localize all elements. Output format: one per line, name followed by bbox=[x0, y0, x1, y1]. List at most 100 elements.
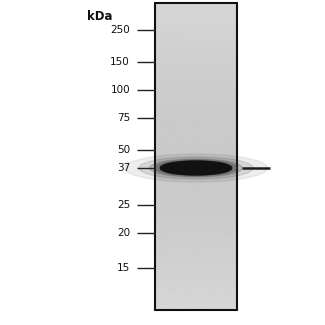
Bar bbox=[155, 189, 237, 191]
Bar bbox=[155, 266, 237, 267]
Bar bbox=[157, 286, 162, 288]
Bar bbox=[173, 138, 178, 139]
Bar bbox=[155, 164, 237, 165]
Bar bbox=[209, 19, 212, 20]
Bar bbox=[169, 289, 172, 290]
Bar bbox=[155, 179, 237, 180]
Bar bbox=[165, 196, 170, 200]
Bar bbox=[155, 109, 237, 110]
Bar bbox=[155, 73, 237, 75]
Bar bbox=[160, 98, 163, 102]
Bar bbox=[225, 232, 230, 234]
Bar bbox=[203, 203, 209, 204]
Bar bbox=[178, 283, 180, 285]
Bar bbox=[176, 246, 181, 248]
Bar bbox=[155, 37, 237, 38]
Bar bbox=[155, 237, 237, 239]
Bar bbox=[155, 92, 237, 94]
Bar bbox=[220, 262, 221, 263]
Bar bbox=[155, 243, 237, 245]
Bar bbox=[164, 276, 167, 279]
Bar bbox=[161, 120, 164, 123]
Bar bbox=[202, 22, 204, 24]
Bar bbox=[182, 215, 184, 216]
Text: 75: 75 bbox=[117, 113, 130, 123]
Bar bbox=[235, 204, 238, 205]
Bar bbox=[195, 306, 197, 307]
Bar bbox=[155, 166, 237, 167]
Bar bbox=[155, 91, 237, 93]
Bar bbox=[155, 275, 237, 277]
Bar bbox=[155, 269, 237, 271]
Bar bbox=[158, 267, 164, 268]
Bar bbox=[170, 180, 175, 183]
Bar bbox=[186, 155, 192, 156]
Bar bbox=[165, 292, 167, 294]
Bar bbox=[155, 125, 237, 126]
Bar bbox=[232, 221, 235, 222]
Bar bbox=[155, 175, 237, 176]
Bar bbox=[220, 258, 224, 259]
Bar bbox=[155, 5, 237, 6]
Bar bbox=[175, 35, 178, 37]
Bar bbox=[202, 76, 207, 79]
Bar bbox=[173, 170, 174, 172]
Bar bbox=[213, 242, 219, 243]
Bar bbox=[193, 84, 197, 86]
Bar bbox=[170, 107, 174, 109]
Bar bbox=[168, 141, 173, 144]
Bar bbox=[155, 162, 237, 164]
Bar bbox=[155, 152, 237, 154]
Bar bbox=[221, 173, 226, 175]
Bar bbox=[155, 9, 237, 11]
Bar bbox=[155, 292, 237, 293]
Bar bbox=[197, 251, 200, 253]
Bar bbox=[155, 281, 237, 283]
Bar bbox=[157, 85, 162, 88]
Bar bbox=[196, 212, 201, 214]
Bar bbox=[155, 75, 237, 76]
Bar bbox=[167, 88, 171, 89]
Bar bbox=[179, 17, 186, 18]
Bar bbox=[155, 59, 237, 61]
Text: 100: 100 bbox=[111, 85, 130, 95]
Bar bbox=[176, 169, 178, 170]
Bar bbox=[155, 224, 237, 226]
Bar bbox=[155, 210, 237, 211]
Bar bbox=[183, 139, 187, 142]
Bar bbox=[224, 282, 228, 284]
Bar bbox=[195, 130, 197, 133]
Bar bbox=[155, 183, 237, 185]
Bar bbox=[229, 136, 231, 137]
Bar bbox=[228, 156, 231, 158]
Bar bbox=[155, 241, 237, 243]
Bar bbox=[155, 209, 237, 210]
Bar bbox=[155, 262, 237, 264]
Bar bbox=[168, 227, 172, 230]
Bar bbox=[155, 10, 237, 12]
Bar bbox=[155, 49, 237, 51]
Bar bbox=[155, 238, 237, 240]
Bar bbox=[155, 253, 237, 254]
Bar bbox=[155, 50, 237, 52]
Text: 250: 250 bbox=[110, 25, 130, 35]
Bar bbox=[188, 211, 189, 212]
Bar bbox=[224, 302, 228, 303]
Bar bbox=[200, 112, 204, 114]
Bar bbox=[155, 240, 237, 242]
Bar bbox=[155, 86, 237, 87]
Bar bbox=[203, 162, 205, 164]
Bar bbox=[155, 123, 237, 124]
Bar bbox=[155, 84, 237, 85]
Bar bbox=[155, 38, 237, 39]
Bar bbox=[219, 209, 221, 211]
Bar bbox=[187, 98, 192, 101]
Bar bbox=[210, 207, 214, 208]
Bar bbox=[155, 291, 237, 292]
Bar bbox=[155, 35, 237, 36]
Bar bbox=[155, 182, 237, 184]
Bar bbox=[216, 48, 221, 50]
Bar bbox=[213, 20, 216, 23]
Bar bbox=[155, 100, 237, 102]
Bar bbox=[176, 303, 181, 305]
